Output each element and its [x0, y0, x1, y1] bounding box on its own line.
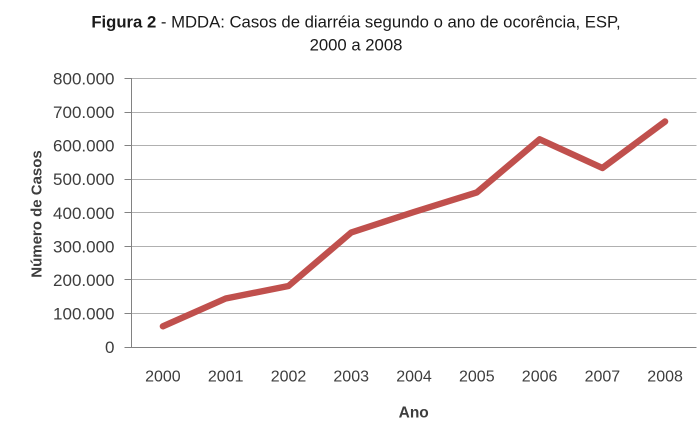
svg-text:Número de Casos: Número de Casos [29, 150, 46, 278]
svg-text:600.000: 600.000 [53, 137, 114, 156]
svg-text:2002: 2002 [271, 369, 307, 386]
svg-text:700.000: 700.000 [53, 103, 114, 122]
svg-text:0: 0 [105, 338, 114, 357]
svg-text:2004: 2004 [396, 369, 432, 386]
svg-text:800.000: 800.000 [53, 70, 114, 89]
svg-text:200.000: 200.000 [53, 271, 114, 290]
svg-text:400.000: 400.000 [53, 204, 114, 223]
svg-text:300.000: 300.000 [53, 237, 114, 256]
svg-text:2008: 2008 [647, 369, 683, 386]
svg-text:2000 a 2008: 2000 a 2008 [310, 35, 403, 54]
svg-text:Figura 2 - MDDA: Casos de diar: Figura 2 - MDDA: Casos de diarréia segun… [91, 13, 620, 32]
svg-text:2000: 2000 [145, 369, 181, 386]
svg-text:500.000: 500.000 [53, 170, 114, 189]
svg-text:Ano: Ano [399, 405, 429, 422]
svg-text:2006: 2006 [522, 369, 558, 386]
svg-text:2007: 2007 [585, 369, 621, 386]
svg-text:2005: 2005 [459, 369, 495, 386]
svg-text:2003: 2003 [333, 369, 369, 386]
svg-text:100.000: 100.000 [53, 304, 114, 323]
svg-text:2001: 2001 [208, 369, 244, 386]
